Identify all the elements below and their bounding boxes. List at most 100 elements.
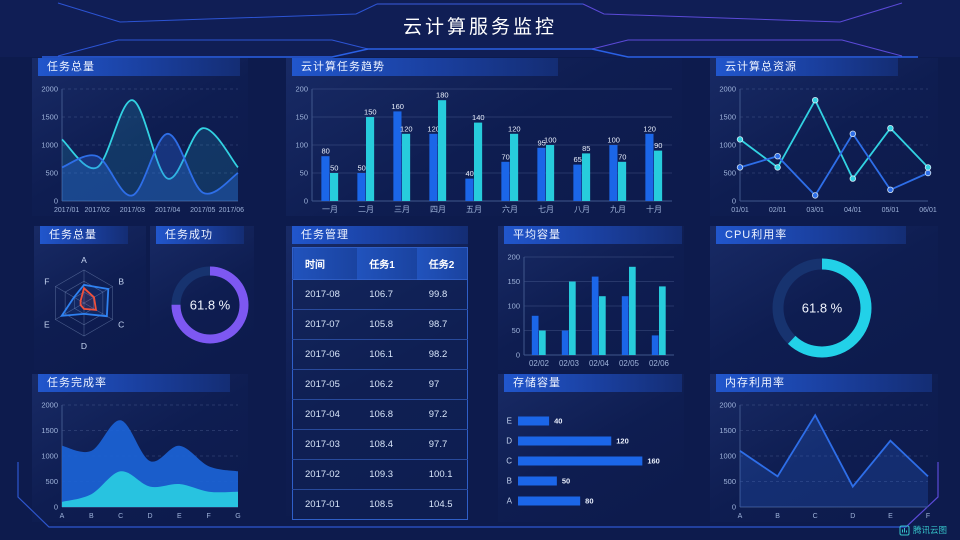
table-cell: 106.2 (357, 369, 417, 400)
svg-text:95: 95 (538, 138, 546, 147)
svg-text:06/01: 06/01 (919, 207, 937, 214)
task-table: 时间 任务1 任务2 2017-08 106.7 99.8 2017-07 105.8 98.… (292, 247, 468, 520)
svg-text:2000: 2000 (41, 401, 58, 410)
brand-footer: 腾讯云图 (899, 524, 947, 536)
svg-text:500: 500 (45, 169, 58, 178)
svg-text:E: E (44, 319, 50, 329)
svg-text:五月: 五月 (466, 205, 482, 214)
svg-text:200: 200 (507, 253, 520, 262)
table-cell: 2017-01 (292, 489, 358, 520)
memory-line-chart: 0 500 1000 1500 2000 A B C D E F (719, 401, 930, 521)
svg-text:2000: 2000 (719, 401, 736, 410)
task-radar-chart: A B C D E F (44, 255, 124, 351)
svg-text:500: 500 (723, 169, 736, 178)
svg-text:1000: 1000 (41, 452, 58, 461)
svg-text:2017/02: 2017/02 (85, 207, 110, 214)
panel-title: 任务成功 (156, 226, 244, 244)
svg-text:A: A (81, 255, 87, 265)
svg-text:B: B (507, 477, 512, 486)
panel-title: 平均容量 (504, 226, 682, 244)
svg-text:C: C (118, 513, 123, 520)
svg-text:2017/01: 2017/01 (54, 207, 79, 214)
svg-text:02/05: 02/05 (619, 359, 640, 368)
panel-task-success: 任务成功 61.8 % (150, 226, 254, 370)
panel-title: 存储容量 (504, 374, 682, 392)
svg-text:E: E (888, 513, 893, 520)
svg-text:四月: 四月 (430, 205, 446, 214)
svg-text:一月: 一月 (322, 205, 338, 214)
svg-text:85: 85 (582, 144, 590, 153)
svg-text:A: A (60, 513, 65, 520)
panel-task-trend: 云计算任务趋势 0 50 100 150 200 一月 二月 三月 四月 五月 六月 七月 八月 九月 十月… (286, 58, 682, 216)
svg-text:0: 0 (54, 197, 58, 206)
table-cell: 97 (416, 369, 468, 400)
svg-text:180: 180 (436, 91, 449, 100)
svg-text:04/01: 04/01 (844, 207, 862, 214)
table-cell: 106.7 (357, 279, 417, 310)
panel-avg-capacity: 平均容量 0 50 100 150 200 02/02 02/03 02/04 02/05 02/… (498, 226, 684, 370)
table-row: 2017-07 105.8 98.7 (292, 309, 468, 340)
panel-title: 任务管理 (292, 226, 468, 244)
svg-text:40: 40 (554, 417, 562, 426)
svg-text:100: 100 (544, 136, 557, 145)
svg-text:D: D (147, 513, 152, 520)
svg-text:1500: 1500 (41, 113, 58, 122)
svg-text:200: 200 (295, 85, 308, 94)
svg-text:65: 65 (574, 155, 582, 164)
table-cell: 100.1 (416, 459, 468, 490)
task-table-header: 时间 任务1 任务2 (292, 247, 468, 280)
svg-text:120: 120 (427, 124, 440, 133)
svg-text:D: D (850, 513, 855, 520)
panel-task-completion: 任务完成率 0 500 1000 1500 2000 A B C D E F G (32, 374, 248, 522)
svg-text:2000: 2000 (719, 85, 736, 94)
panel-title: 任务完成率 (38, 374, 230, 392)
svg-text:05/01: 05/01 (882, 207, 900, 214)
svg-text:E: E (177, 513, 182, 520)
svg-text:50: 50 (562, 477, 570, 486)
table-cell: 2017-06 (292, 339, 358, 370)
brand-label: 腾讯云图 (912, 525, 947, 535)
column-header: 任务1 (357, 247, 417, 280)
svg-text:150: 150 (507, 277, 520, 286)
column-header: 时间 (292, 247, 358, 280)
svg-text:80: 80 (585, 497, 593, 506)
svg-text:120: 120 (616, 437, 629, 446)
table-cell: 99.8 (416, 279, 468, 310)
svg-text:160: 160 (647, 457, 660, 466)
table-cell: 106.1 (357, 339, 417, 370)
panel-storage: 存储容量 E 40 D 120 C 160 B 50 A 80 (498, 374, 684, 522)
panel-title: 云计算总资源 (716, 58, 898, 76)
svg-text:C: C (813, 513, 818, 520)
svg-text:F: F (44, 277, 49, 287)
svg-text:1500: 1500 (719, 113, 736, 122)
svg-text:B: B (775, 513, 780, 520)
svg-text:120: 120 (508, 124, 521, 133)
table-cell: 2017-08 (292, 279, 358, 310)
table-row: 2017-03 108.4 97.7 (292, 429, 468, 460)
task-total-area-chart: 0 500 1000 1500 2000 2017/01 2017/02 2017/03 201… (41, 85, 244, 215)
table-cell: 106.8 (357, 399, 417, 430)
svg-text:100: 100 (295, 141, 308, 150)
table-cell: 105.8 (357, 309, 417, 340)
table-row: 2017-02 109.3 100.1 (292, 459, 468, 490)
svg-text:50: 50 (300, 169, 308, 178)
panel-cloud-resources: 云计算总资源 0 500 1000 1500 2000 01/01 02/01 03/01 04… (710, 58, 938, 216)
svg-text:02/06: 02/06 (649, 359, 670, 368)
svg-text:90: 90 (654, 141, 662, 150)
svg-text:80: 80 (322, 147, 330, 156)
table-cell: 98.7 (416, 309, 468, 340)
svg-text:2017/04: 2017/04 (155, 207, 180, 214)
table-cell: 2017-05 (292, 369, 358, 400)
storage-hbar-chart: E 40 D 120 C 160 B 50 A 80 (506, 416, 660, 506)
svg-text:140: 140 (472, 113, 485, 122)
svg-text:50: 50 (358, 164, 366, 173)
svg-text:F: F (926, 513, 930, 520)
tencent-cloud-chart-logo-icon (899, 525, 910, 535)
svg-text:六月: 六月 (502, 204, 518, 214)
svg-text:F: F (207, 513, 211, 520)
svg-text:A: A (507, 497, 513, 506)
task-success-donut-chart: 61.8 % (171, 266, 249, 344)
svg-text:D: D (506, 437, 512, 446)
svg-text:01/01: 01/01 (731, 207, 749, 214)
